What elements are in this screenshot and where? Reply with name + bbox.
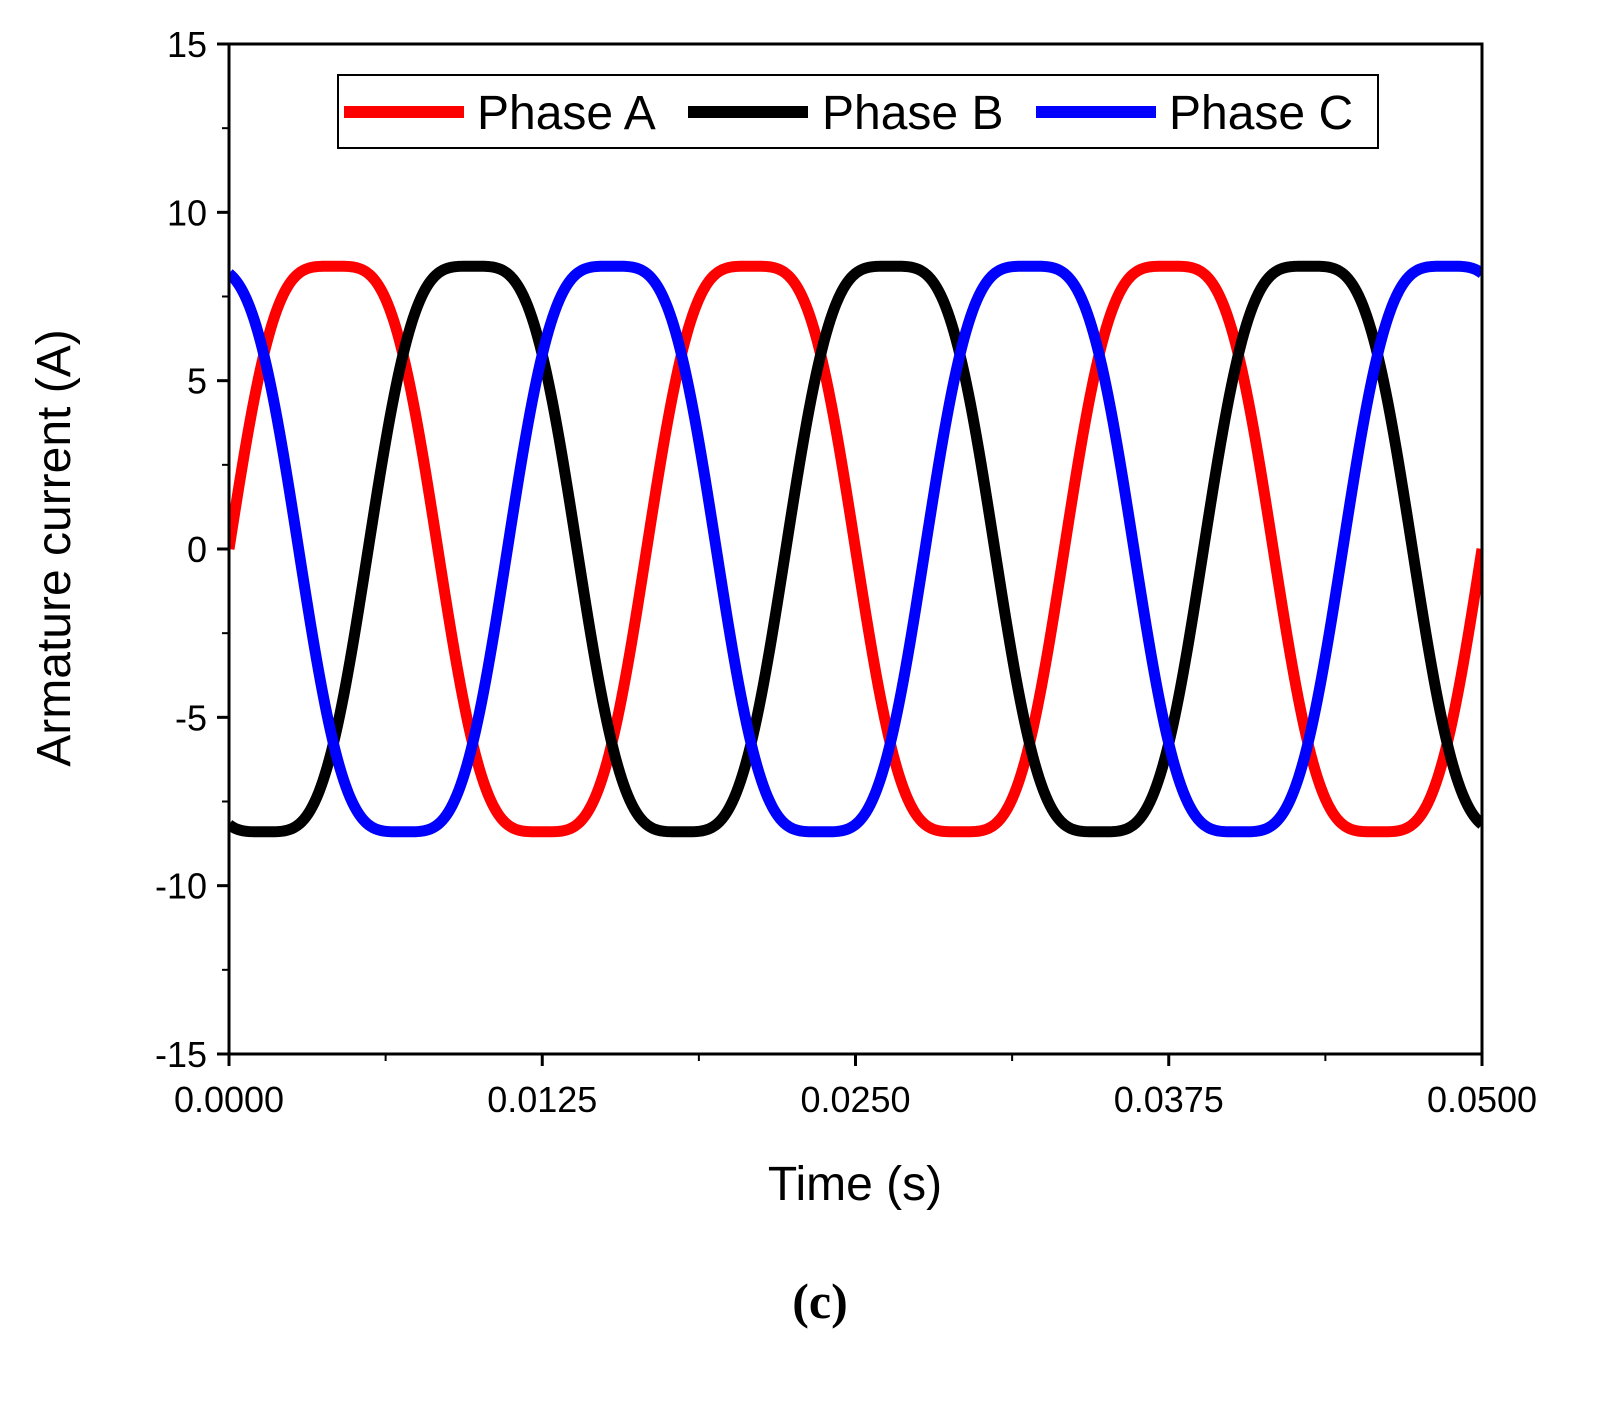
x-tick-label: 0.0125 <box>487 1079 597 1120</box>
y-tick-label: -10 <box>155 866 207 907</box>
x-tick-label: 0.0500 <box>1427 1079 1537 1120</box>
x-tick-label: 0.0000 <box>174 1079 284 1120</box>
y-tick-label: 10 <box>167 192 207 233</box>
y-tick-label: 0 <box>187 529 207 570</box>
y-tick-label: 5 <box>187 361 207 402</box>
series-layer <box>229 260 1482 838</box>
y-tick-label: 15 <box>167 24 207 65</box>
legend-label-phase-b: Phase B <box>822 87 1003 140</box>
figure-caption: (c) <box>792 1273 848 1329</box>
legend-label-phase-c: Phase C <box>1169 87 1353 140</box>
series-line-phase-b <box>229 260 1482 838</box>
x-tick-label: 0.0250 <box>800 1079 910 1120</box>
y-axis-title: Armature current (A) <box>28 329 81 766</box>
legend-box <box>337 74 1379 149</box>
x-axis-title: Time (s) <box>768 1158 942 1211</box>
ticks-layer: 15 10 5 0 -5 -10 -150.0000 0.0125 0.0250 0.0375 0.… <box>155 24 1537 1120</box>
series-line-phase-c <box>229 260 1482 838</box>
y-tick-label: -5 <box>175 697 207 738</box>
legend-label-phase-a: Phase A <box>477 87 656 140</box>
legend: Phase A Phase B Phase C <box>337 74 1379 149</box>
y-tick-label: -15 <box>155 1034 207 1075</box>
series-line-phase-a <box>229 260 1482 838</box>
x-tick-label: 0.0375 <box>1114 1079 1224 1120</box>
